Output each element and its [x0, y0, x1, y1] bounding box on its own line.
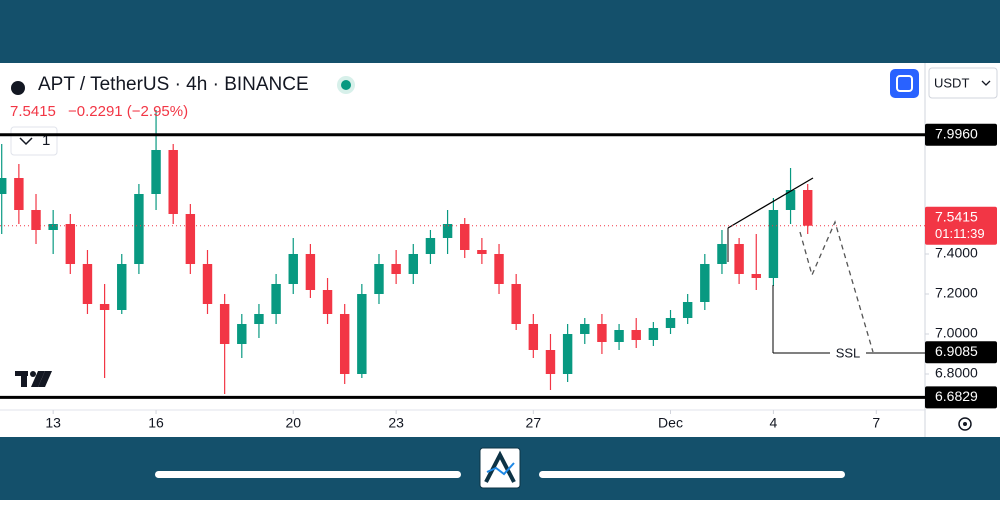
x-tick-label: 16: [148, 415, 164, 431]
candle-body: [48, 224, 58, 230]
candle-body: [785, 190, 796, 210]
top-band: [0, 0, 1000, 63]
candle-body: [339, 314, 350, 374]
ssl-label: SSL: [836, 345, 861, 360]
candle-body: [408, 254, 418, 274]
bottom-bar-right: [539, 471, 845, 478]
candle-body: [614, 330, 624, 342]
y-tick-label: 6.8000: [935, 365, 978, 381]
candle-body: [202, 264, 213, 304]
fullscreen-button[interactable]: [890, 69, 919, 98]
candle-body: [0, 178, 7, 194]
x-tick-label: 13: [45, 415, 61, 431]
currency-chevron: [981, 80, 991, 86]
symbol-title: APT / TetherUS · 4h · BINANCE: [38, 74, 309, 95]
header-change: −0.2291 (−2.95%): [68, 103, 188, 120]
candle-body: [271, 284, 281, 314]
symbol-icon[interactable]: [11, 81, 25, 95]
candle-body: [82, 264, 93, 304]
candle-body: [511, 284, 521, 324]
candle-body: [425, 238, 436, 254]
candle-body: [288, 254, 298, 284]
y-tick-label: 7.2000: [935, 285, 978, 301]
candle-body: [545, 350, 556, 374]
candle-body: [237, 324, 247, 344]
settings-icon[interactable]: [958, 417, 972, 431]
candle-body: [99, 304, 110, 310]
bottom-bar-left: [155, 471, 461, 478]
logo-part: [38, 371, 52, 387]
candle-body: [802, 190, 813, 226]
candle-body: [460, 224, 470, 250]
candle-body: [597, 324, 607, 342]
level-label: 6.9085: [935, 343, 978, 359]
candle-body: [580, 324, 590, 334]
status-dot: [341, 80, 351, 90]
candle-body: [254, 314, 264, 324]
candle-body: [219, 304, 230, 344]
candle-body: [665, 318, 676, 328]
candle-body: [768, 210, 779, 278]
y-tick-label: 7.0000: [935, 325, 978, 341]
candle-body: [442, 224, 453, 238]
brand-logo-line: [486, 462, 515, 476]
level-box: [925, 341, 997, 364]
candle-body: [305, 254, 316, 290]
candle-body: [717, 244, 727, 264]
current-price-label: 7.5415: [935, 208, 978, 224]
candle-body: [528, 324, 539, 350]
candle-body: [734, 244, 744, 274]
candle-body: [682, 302, 693, 318]
candle-body: [477, 250, 487, 254]
x-tick-label: 27: [526, 415, 542, 431]
projection-path[interactable]: [799, 220, 874, 353]
trend-line[interactable]: [727, 177, 814, 229]
y-tick-label: 7.4000: [935, 245, 978, 261]
candle-body: [117, 264, 127, 310]
x-tick-label: 7: [872, 415, 880, 431]
chart-panel: [0, 63, 1000, 437]
x-tick-label: Dec: [658, 415, 683, 431]
candle-body: [168, 150, 178, 214]
candle-body: [151, 150, 161, 194]
candle-body: [391, 264, 401, 274]
candle-body: [357, 294, 367, 374]
header-price: 7.5415: [10, 103, 56, 120]
candle-body: [562, 334, 573, 374]
currency-label: USDT: [934, 75, 969, 90]
x-tick-label: 23: [388, 415, 404, 431]
candle-body: [134, 194, 144, 264]
settings-icon-center: [963, 422, 967, 426]
logo-part: [21, 371, 27, 387]
plot: 13 16 20 23 27 Dec 4 7: [0, 110, 880, 431]
logo-part: [30, 371, 36, 377]
candle-body: [494, 254, 504, 284]
fullscreen-icon: [896, 75, 913, 92]
indicator-count: 1: [42, 132, 50, 149]
logo-part: [31, 371, 45, 387]
candle-body: [648, 328, 659, 340]
candle-body: [631, 330, 641, 340]
tv-logo: [15, 371, 52, 387]
price-line-box: [925, 123, 997, 146]
candle-body: [14, 178, 24, 210]
currency-button[interactable]: [928, 67, 998, 99]
candle-body: [700, 264, 710, 302]
candle-body: [185, 214, 196, 264]
current-price-box: [925, 206, 997, 245]
price-line-box: [925, 386, 997, 409]
candle-body: [31, 210, 41, 230]
chevron: [19, 137, 33, 146]
candle-body: [322, 290, 333, 314]
price-line-label: 6.6829: [935, 388, 978, 404]
x-tick-label: 4: [770, 415, 778, 431]
x-tick-label: 20: [285, 415, 301, 431]
brand-logo-mark: [484, 450, 516, 483]
price-line-label: 7.9960: [935, 126, 978, 142]
candle-body: [374, 264, 384, 294]
countdown: 01:11:39: [935, 226, 985, 241]
candle-body: [751, 274, 761, 278]
candle-body: [65, 224, 76, 264]
